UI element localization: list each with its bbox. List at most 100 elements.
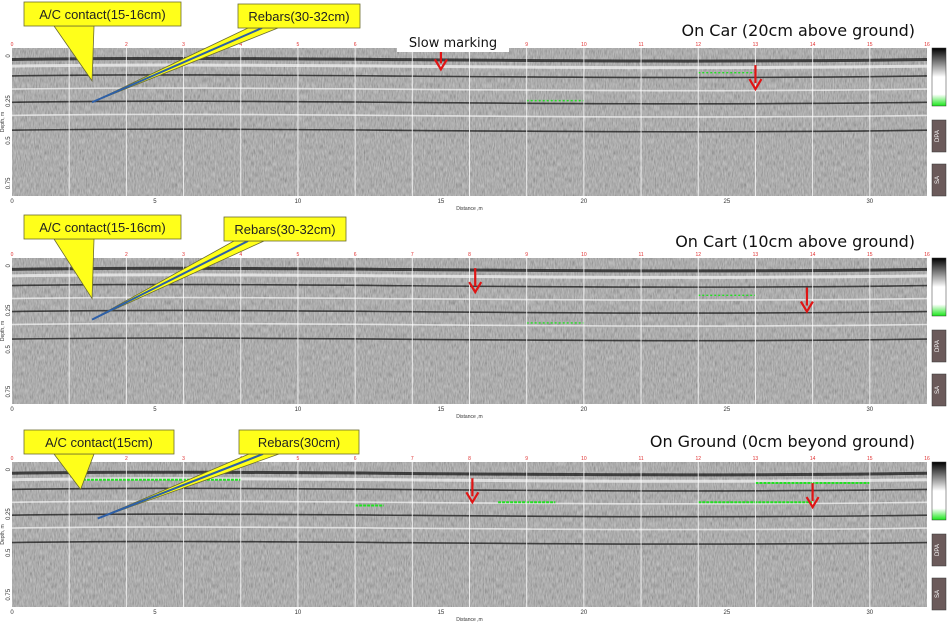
y-tick-label: 0.25 xyxy=(6,304,12,316)
radargram-panel-2: 012345678910111213141516051015202530Dist… xyxy=(0,214,947,420)
note-background xyxy=(397,32,509,52)
x-tick-label: 20 xyxy=(581,610,588,616)
side-label: SA xyxy=(935,386,941,394)
marker-label: 14 xyxy=(810,252,816,258)
side-label-box xyxy=(931,119,947,153)
marker-label: 11 xyxy=(638,42,643,48)
marker-label: 8 xyxy=(468,252,471,258)
panel-title: On Car (20cm above ground) xyxy=(681,21,915,40)
marker-label: 15 xyxy=(867,42,873,48)
x-tick-label: 5 xyxy=(153,199,157,205)
x-tick-label: 30 xyxy=(866,199,873,205)
colorbar xyxy=(931,461,947,521)
reflection-band xyxy=(11,100,928,105)
marker-label: 12 xyxy=(695,456,701,462)
callout-label: Rebars(30-32cm) xyxy=(248,9,349,24)
reflection-band xyxy=(11,540,928,545)
marker-label: 2 xyxy=(125,252,128,258)
marker-label: 3 xyxy=(182,456,185,462)
x-tick-label: 0 xyxy=(10,610,14,616)
callout-label: A/C contact(15cm) xyxy=(45,435,153,450)
x-tick-label: 0 xyxy=(10,407,14,413)
x-tick-label: 25 xyxy=(724,610,731,616)
callout-pointer-line xyxy=(91,27,263,104)
callout-box xyxy=(23,214,182,240)
marker-label: 9 xyxy=(525,252,528,258)
marker-label: 5 xyxy=(297,252,300,258)
reflection-band xyxy=(11,113,928,118)
x-axis-label: Distance ,m xyxy=(456,206,482,212)
marker-label: 3 xyxy=(182,252,185,258)
side-label: SA xyxy=(935,590,941,598)
marker-label: 0 xyxy=(11,252,14,258)
colorbar xyxy=(931,257,947,317)
marker-label: 2 xyxy=(125,456,128,462)
reflection-band xyxy=(11,513,928,518)
reflection-band xyxy=(11,74,928,79)
reflection-band xyxy=(11,487,928,492)
marker-label: 6 xyxy=(354,42,357,48)
reflection-band xyxy=(11,87,928,92)
colorbar xyxy=(931,47,947,107)
y-tick-label: 0.75 xyxy=(6,177,12,189)
marker-label: 9 xyxy=(525,42,528,48)
marker-label: 0 xyxy=(11,456,14,462)
x-tick-label: 25 xyxy=(724,407,731,413)
callout-label: Rebars(30-32cm) xyxy=(234,222,335,237)
y-axis-label: Depth, m xyxy=(0,321,6,341)
marker-label: 15 xyxy=(867,456,873,462)
y-tick-label: 0 xyxy=(6,263,12,267)
x-tick-label: 10 xyxy=(295,199,302,205)
side-label-box xyxy=(931,577,947,611)
x-tick-label: 15 xyxy=(438,407,445,413)
radargram-panel-1: 012345678910111213141516051015202530Dist… xyxy=(0,1,947,212)
red-arrow-head xyxy=(799,300,814,314)
marker-label: 5 xyxy=(297,42,300,48)
callout-box xyxy=(23,1,182,27)
callout-box xyxy=(23,429,175,455)
x-tick-label: 15 xyxy=(438,610,445,616)
side-label: DPA xyxy=(935,340,941,352)
red-arrow-head xyxy=(465,491,480,505)
panel-title: On Cart (10cm above ground) xyxy=(675,232,915,251)
reflection-band xyxy=(11,322,928,327)
reflection-band xyxy=(11,283,928,288)
y-tick-label: 0.25 xyxy=(6,508,12,520)
x-axis-label: Distance ,m xyxy=(456,617,482,623)
marker-label: 3 xyxy=(182,42,185,48)
marker-label: 8 xyxy=(468,456,471,462)
red-arrow-head xyxy=(805,496,820,510)
x-tick-label: 20 xyxy=(581,199,588,205)
y-tick-label: 0 xyxy=(6,467,12,471)
y-tick-label: 0.5 xyxy=(6,136,12,145)
y-tick-label: 0 xyxy=(6,54,12,58)
reflection-band xyxy=(11,500,928,505)
x-tick-label: 5 xyxy=(153,610,157,616)
marker-label: 10 xyxy=(581,42,587,48)
marker-label: 9 xyxy=(525,456,528,462)
y-tick-label: 0.75 xyxy=(6,588,12,600)
marker-label: 6 xyxy=(354,252,357,258)
callout-box xyxy=(237,3,361,29)
reflection-band xyxy=(11,526,928,531)
side-label: DPA xyxy=(935,130,941,142)
marker-label: 15 xyxy=(867,252,873,258)
marker-label: 6 xyxy=(354,456,357,462)
marker-label: 11 xyxy=(638,252,643,258)
y-tick-label: 0.25 xyxy=(6,95,12,107)
marker-label: 12 xyxy=(695,252,701,258)
callout-box xyxy=(223,216,347,242)
y-axis-label: Depth, m xyxy=(0,524,6,544)
x-tick-label: 25 xyxy=(724,199,731,205)
side-label-box xyxy=(931,163,947,197)
reflection-band xyxy=(11,309,928,314)
red-arrow-head xyxy=(468,281,483,295)
callout-label: A/C contact(15-16cm) xyxy=(39,220,165,235)
callout-pointer-line xyxy=(97,453,264,520)
x-tick-label: 15 xyxy=(438,199,445,205)
side-label-box xyxy=(931,329,947,363)
x-tick-label: 5 xyxy=(153,407,157,413)
x-tick-label: 30 xyxy=(866,610,873,616)
radargram-panel-3: 012345678910111213141516051015202530Dist… xyxy=(0,429,947,623)
reflection-band xyxy=(11,337,928,342)
